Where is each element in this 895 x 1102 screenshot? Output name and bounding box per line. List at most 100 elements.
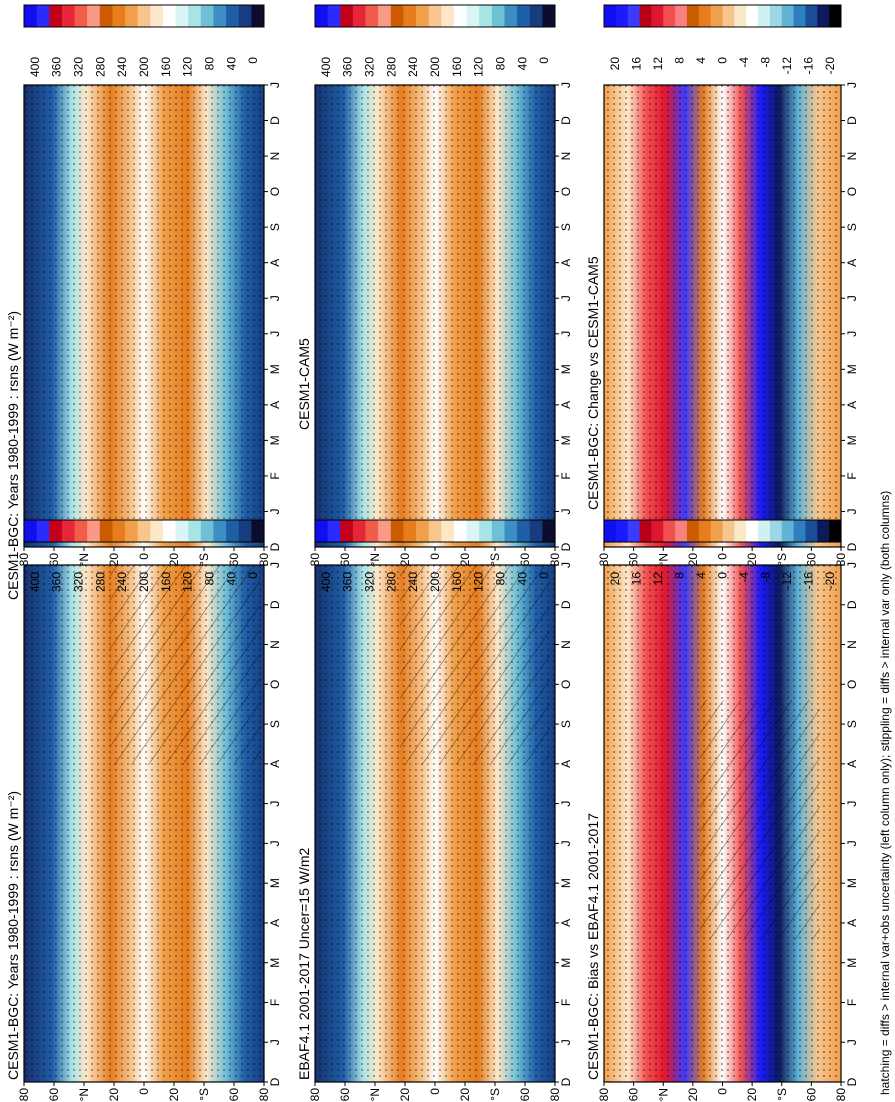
month-tick-label-bottom-right: M [845,435,859,445]
colorbar-bottom-right-label: -4 [737,57,751,68]
colorbar-top-right-swatch [150,5,164,27]
footnote: hatching = diffs > internal var+obs unce… [878,491,892,1095]
month-tick-label-bottom-right: O [845,187,859,196]
lat-tick-label-bottom-left: °S [775,1088,789,1101]
colorbar-middle-right-swatch [378,5,392,27]
lat-tick-label-middle-right: °S [488,553,502,566]
colorbar-top-right-swatch [162,5,177,27]
colorbar-middle-right-label: 240 [406,57,420,77]
colorbar-middle-left-swatch [352,520,367,542]
colorbar-bottom-left-label: 12 [651,572,665,586]
colorbar-middle-right-swatch [352,5,367,27]
colorbar-bottom-left-swatch [746,520,759,542]
colorbar-bottom-right-swatch [686,5,700,27]
month-tick-label-middle-right: D [559,116,573,125]
colorbar-top-right-label: 320 [72,57,86,77]
colorbar-middle-right-frame [314,4,556,28]
month-tick-label-top-right: N [268,152,282,161]
colorbar-top-left-swatch [87,520,101,542]
lat-tick-label-top-left: 60 [47,1088,61,1102]
colorbar-bottom-left-swatch [663,520,676,542]
colorbar-bottom-left-swatch [639,520,652,542]
colorbar-middle-left-swatch [479,520,493,542]
colorbar-bottom-left-swatch [722,520,735,542]
lat-tick-label-bottom-right: 80 [597,553,611,567]
colorbar-bottom-left-swatch [710,520,723,542]
panel-bottom-right-stippling [604,85,841,547]
colorbar-top-right-swatch [213,5,227,27]
colorbar-middle-right-label: 200 [428,57,442,77]
lat-tick-label-bottom-left: 80 [834,1088,848,1102]
colorbar-bottom-right-swatch [781,5,795,27]
colorbar-top-left-label: 80 [202,572,216,586]
colorbar-bottom-right-frame [603,4,842,28]
month-tick-label-middle-left: J [559,801,573,807]
colorbar-middle-right-swatch [529,5,543,27]
month-tick-label-middle-right: J [559,331,573,337]
month-tick-label-top-right: S [268,223,282,231]
colorbar-bottom-left-swatch [829,520,842,542]
colorbar-top-right-swatch [61,5,76,27]
month-tick-label-middle-right: A [559,259,573,267]
colorbar-middle-right-label: 320 [363,57,377,77]
month-tick-label-middle-right: D [559,542,573,551]
month-tick-label-bottom-right: J [845,331,859,337]
colorbar-top-left-swatch [213,520,227,542]
month-tick-label-middle-right: M [559,364,573,374]
colorbar-top-right-label: 280 [93,57,107,77]
month-tick-label-top-right: A [268,401,282,409]
lat-tick-label-bottom-right: °N [656,553,670,566]
lat-tick-label-middle-left: 60 [518,1088,532,1102]
colorbar-middle-left-swatch [504,520,518,542]
colorbar-middle-left-swatch [340,520,354,542]
colorbar-top-left-label: 160 [159,572,173,592]
month-tick-label-bottom-right: F [845,472,859,479]
colorbar-bottom-left-label: 16 [629,572,643,586]
colorbar-top-left-swatch [137,520,151,542]
lat-tick-label-bottom-left: 60 [804,1088,818,1102]
lat-tick-label-bottom-right: °S [775,553,789,566]
colorbar-middle-left-swatch [466,520,480,542]
month-tick-label-middle-left: D [559,1077,573,1086]
colorbar-top-left-label: 400 [28,572,42,592]
lat-tick-label-bottom-right: 20 [745,553,759,567]
colorbar-middle-left-swatch [315,520,329,542]
colorbar-bottom-right-swatch [639,5,652,27]
colorbar-bottom-right-label: 4 [694,57,708,64]
month-tick-label-top-right: D [268,116,282,125]
panel-middle-left [314,564,556,1083]
month-tick-label-middle-left: F [559,999,573,1006]
month-tick-label-top-left: D [268,600,282,609]
month-tick-label-bottom-right: J [845,82,859,88]
colorbar-top-right-label: 160 [159,57,173,77]
month-tick-label-bottom-right: A [845,259,859,267]
colorbar-bottom-right-label: 12 [651,57,665,71]
colorbar-middle-left-swatch [542,520,556,542]
title-bottom-left: CESM1-BGC: Bias vs EBAF4.1 2001-2017 [585,813,601,1080]
month-tick-label-bottom-left: J [845,801,859,807]
colorbar-bottom-left-swatch [769,520,783,542]
lat-tick-label-bottom-right: 60 [627,553,641,567]
lat-tick-label-top-right: 60 [47,553,61,567]
month-tick-label-top-left: S [268,720,282,728]
colorbar-top-right-swatch [74,5,88,27]
colorbar-top-right-label: 240 [115,57,129,77]
panel-bottom-left-hatching [700,700,820,940]
colorbar-bottom-right-label: -8 [759,57,773,68]
month-tick-label-top-right: D [268,542,282,551]
month-tick-label-top-left: F [268,999,282,1006]
colorbar-bottom-left-frame [603,519,842,543]
month-tick-label-middle-right: A [559,401,573,409]
colorbar-bottom-left-label: -16 [802,572,816,590]
month-tick-label-middle-left: A [559,760,573,768]
month-tick-label-top-left: O [268,680,282,689]
colorbar-bottom-right-swatch [698,5,712,27]
colorbar-bottom-right-label: -20 [823,57,837,75]
lat-tick-label-middle-right: 60 [518,553,532,567]
month-tick-label-middle-right: S [559,223,573,231]
lat-tick-label-bottom-left: 80 [597,1088,611,1102]
month-tick-label-bottom-right: M [845,364,859,374]
colorbar-middle-right-swatch [517,5,531,27]
month-tick-label-bottom-right: S [845,223,859,231]
